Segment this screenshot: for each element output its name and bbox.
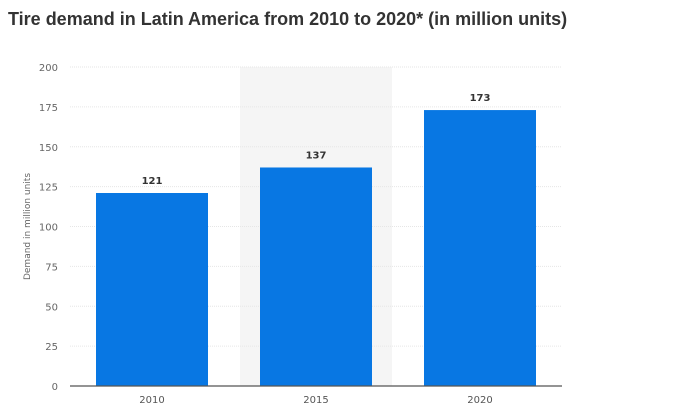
y-tick-label: 0 (52, 382, 58, 393)
x-tick-label: 2015 (303, 395, 328, 406)
bar-2020 (424, 110, 536, 386)
bar-2015 (260, 167, 372, 386)
y-tick-label: 25 (45, 342, 58, 353)
data-label: 173 (470, 93, 491, 104)
y-tick-label: 150 (39, 143, 58, 154)
data-label: 121 (142, 176, 163, 187)
y-tick-label: 125 (39, 183, 58, 194)
bar-2010 (96, 193, 208, 386)
data-label: 137 (306, 150, 327, 161)
chart-title: Tire demand in Latin America from 2010 t… (8, 9, 568, 29)
y-tick-label: 50 (45, 302, 58, 313)
y-tick-label: 75 (45, 262, 58, 273)
x-tick-label: 2020 (467, 395, 492, 406)
y-tick-label: 100 (39, 223, 58, 234)
y-tick-label: 200 (39, 63, 58, 74)
y-axis-label: Demand in million units (23, 173, 33, 280)
x-tick-label: 2010 (139, 395, 164, 406)
y-tick-label: 175 (39, 103, 58, 114)
